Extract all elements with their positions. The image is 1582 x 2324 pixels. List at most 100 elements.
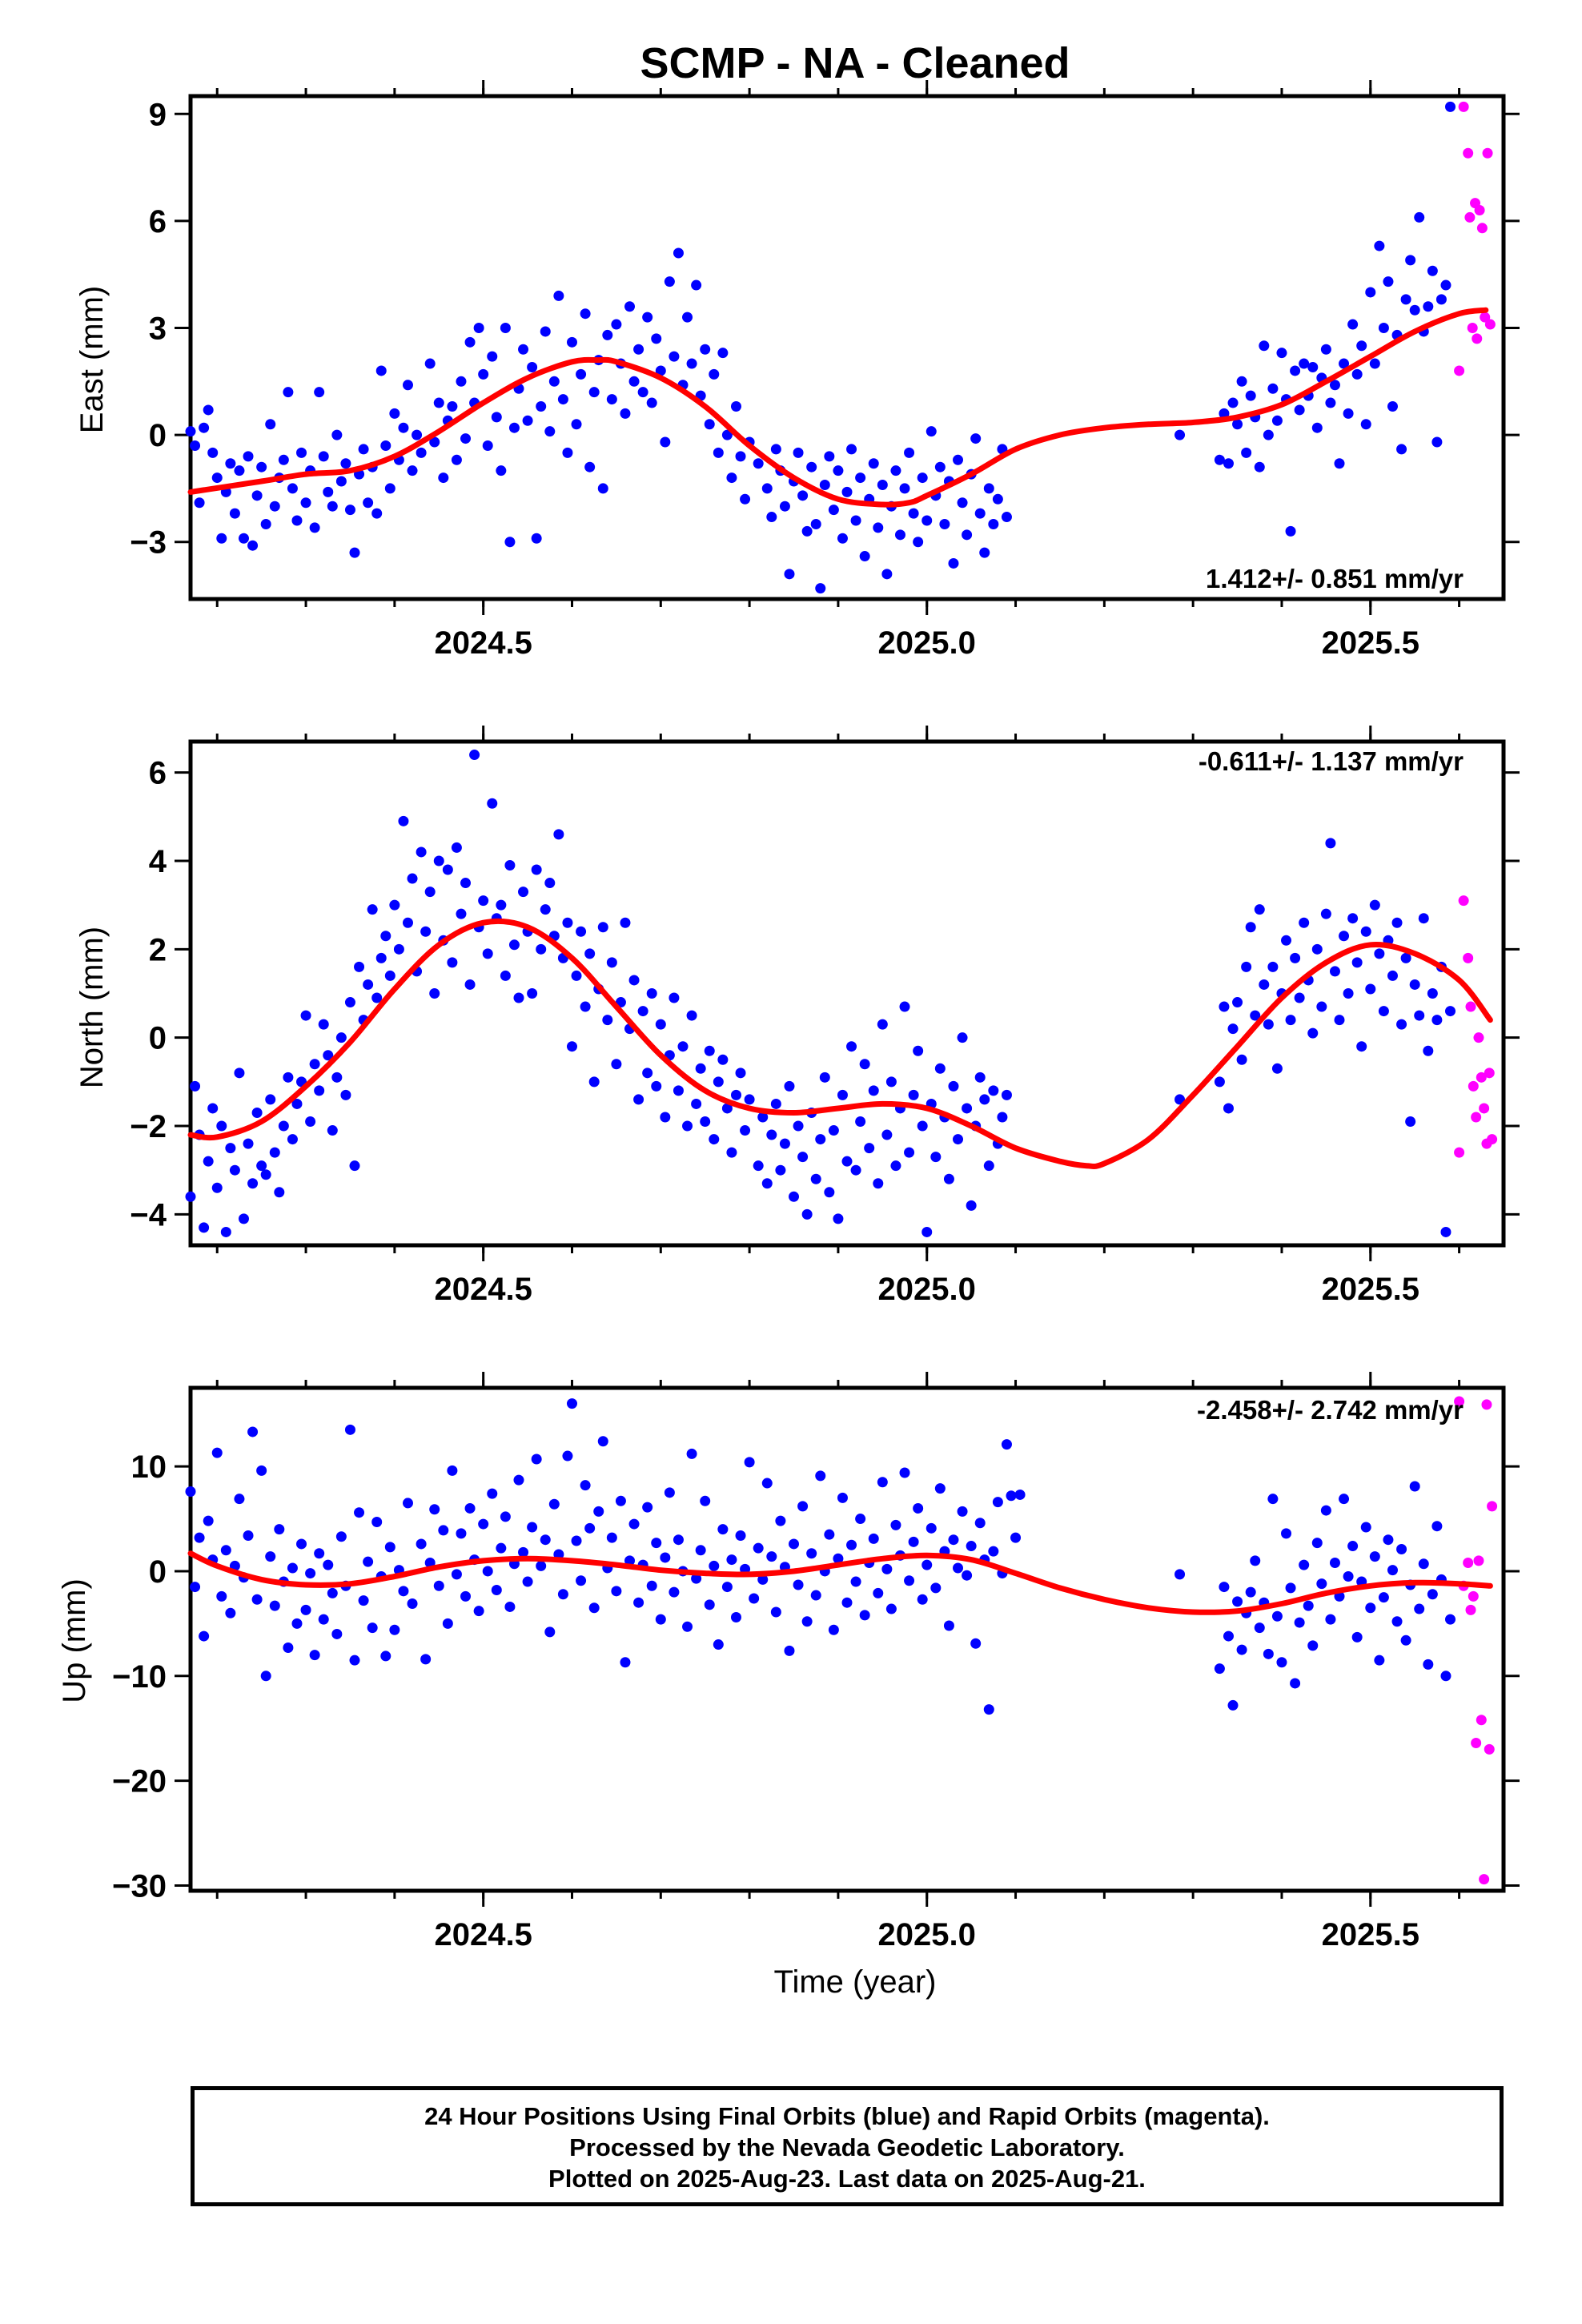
up-final-point [433,1580,444,1591]
north-rapid-point [1471,1112,1482,1123]
north-final-point [420,926,432,937]
east-final-point [1001,512,1012,523]
north-final-point [983,1160,994,1172]
north-final-point [1250,1010,1261,1021]
up-final-point [908,1536,919,1547]
up-data-layer [185,1396,1498,1885]
east-final-point [557,394,568,405]
east-final-point [1214,454,1225,465]
north-final-point [1259,979,1270,990]
north-final-point [789,1191,800,1202]
up-final-point [859,1610,870,1621]
east-final-point [921,515,933,526]
up-final-point [873,1587,884,1598]
north-final-point [442,864,453,875]
up-final-point [1316,1578,1327,1590]
east-final-point [979,547,990,558]
up-final-point [1232,1596,1243,1607]
up-final-point [810,1590,821,1601]
up-final-point [442,1618,453,1629]
up-final-point [850,1576,861,1587]
east-rapid-point [1458,101,1469,112]
north-final-point [367,904,378,915]
north-final-point [1241,961,1252,972]
east-final-point [713,447,724,458]
north-final-point [371,992,383,1003]
up-final-point [487,1488,498,1499]
east-final-point [753,458,764,469]
up-final-point [1290,1678,1301,1689]
east-final-point [243,451,254,462]
north-final-point [544,878,556,889]
north-final-point [908,1089,919,1100]
up-final-point [269,1600,280,1611]
east-final-point [1334,458,1345,469]
north-rapid-point [1468,1080,1479,1092]
east-final-point [828,505,839,516]
north-final-point [819,1072,830,1083]
north-final-point [757,1112,769,1123]
north-final-point [500,970,511,981]
east-final-point [709,368,720,380]
north-final-point [402,917,413,928]
up-final-point [1219,1582,1230,1593]
east-final-point [1440,279,1452,291]
up-final-point [877,1477,888,1488]
up-final-point [260,1671,271,1682]
north-final-point [199,1222,210,1233]
up-final-point [1236,1644,1247,1655]
up-final-point [367,1622,378,1634]
north-y-tick-label: 4 [149,844,167,879]
east-final-point [260,518,271,529]
east-final-point [371,508,383,519]
up-final-point [983,1704,994,1715]
up-final-point [580,1480,591,1491]
up-final-point [584,1522,596,1534]
east-final-point [416,447,427,458]
up-final-point [833,1553,844,1564]
up-final-point [686,1448,697,1459]
north-final-point [1347,913,1359,924]
north-final-point [637,1006,648,1017]
up-final-point [1303,1600,1314,1611]
north-final-point [904,1147,915,1158]
east-rapid-point [1454,365,1465,376]
north-final-point [770,1098,781,1109]
north-final-point [859,1059,870,1070]
up-final-point [611,1586,622,1597]
north-final-point [344,997,355,1008]
north-final-point [504,859,516,870]
east-final-point [1223,458,1234,469]
up-final-point [527,1522,538,1533]
north-rapid-point [1454,1147,1465,1158]
up-final-point [784,1645,795,1656]
up-final-point [926,1522,937,1534]
north-final-point [469,750,480,761]
east-final-point [544,426,556,437]
north-final-point [300,1010,311,1021]
east-final-point [784,569,795,580]
up-final-point [1396,1543,1407,1554]
footer-info-box: 24 Hour Positions Using Final Orbits (bl… [191,2086,1504,2206]
north-final-point [349,1160,360,1172]
up-final-point [646,1580,657,1591]
up-final-point [504,1601,516,1612]
north-final-point [220,1226,231,1237]
east-final-point [899,483,910,494]
east-rapid-point [1467,323,1478,334]
north-final-point [580,1001,591,1012]
north-final-point [309,1059,320,1070]
north-final-point [930,1152,942,1163]
up-final-point [1339,1494,1350,1505]
north-final-point [761,1178,773,1189]
up-axis-grid: 2024.5 2025.0 2025.5 −30 −20 −10 0 10 [112,1372,1520,1952]
east-final-point [185,426,196,437]
north-final-point [677,1041,689,1052]
east-final-point [779,501,790,512]
up-final-point [824,1529,835,1540]
east-final-point [335,476,347,487]
north-final-point [766,1129,777,1140]
up-final-point [247,1426,259,1437]
up-fit-curve [187,1550,1493,1615]
north-rapid-point [1479,1103,1490,1114]
